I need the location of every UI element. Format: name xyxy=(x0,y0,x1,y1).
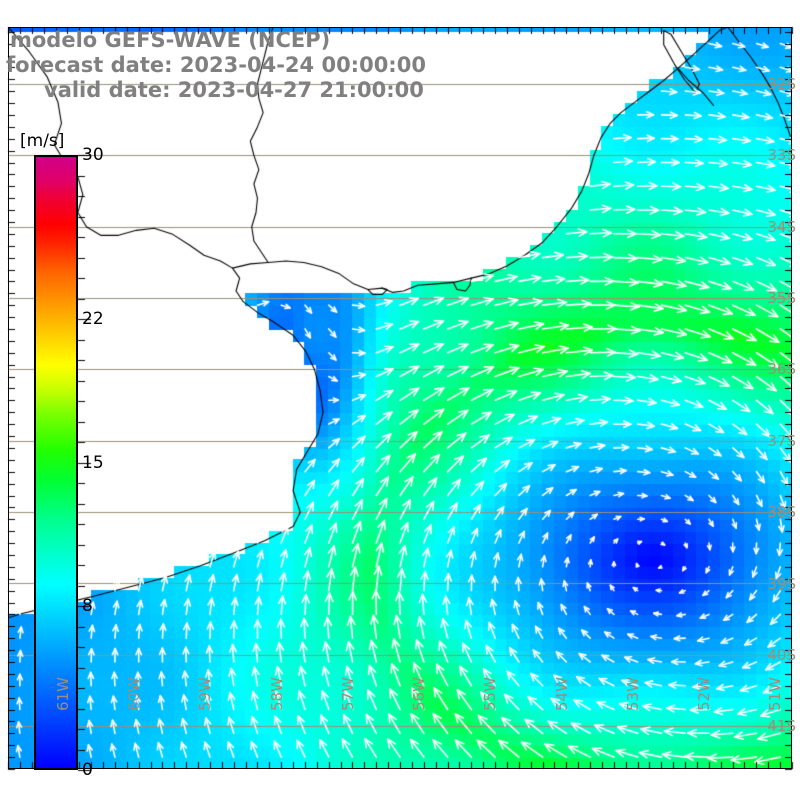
colorbar-gradient xyxy=(34,155,78,770)
colorbar-tick-22: 22 xyxy=(82,309,104,329)
colorbar-unit-label: [m/s] xyxy=(20,131,65,151)
colorbar-tick-8: 8 xyxy=(82,596,93,616)
wind-vector-layer xyxy=(8,27,792,769)
colorbar xyxy=(34,155,78,770)
colorbar-tick-15: 15 xyxy=(82,452,104,473)
map-plot-area xyxy=(8,27,792,769)
colorbar-tick-30: 30 xyxy=(82,145,104,165)
colorbar-tick-0: 0 xyxy=(82,760,93,780)
